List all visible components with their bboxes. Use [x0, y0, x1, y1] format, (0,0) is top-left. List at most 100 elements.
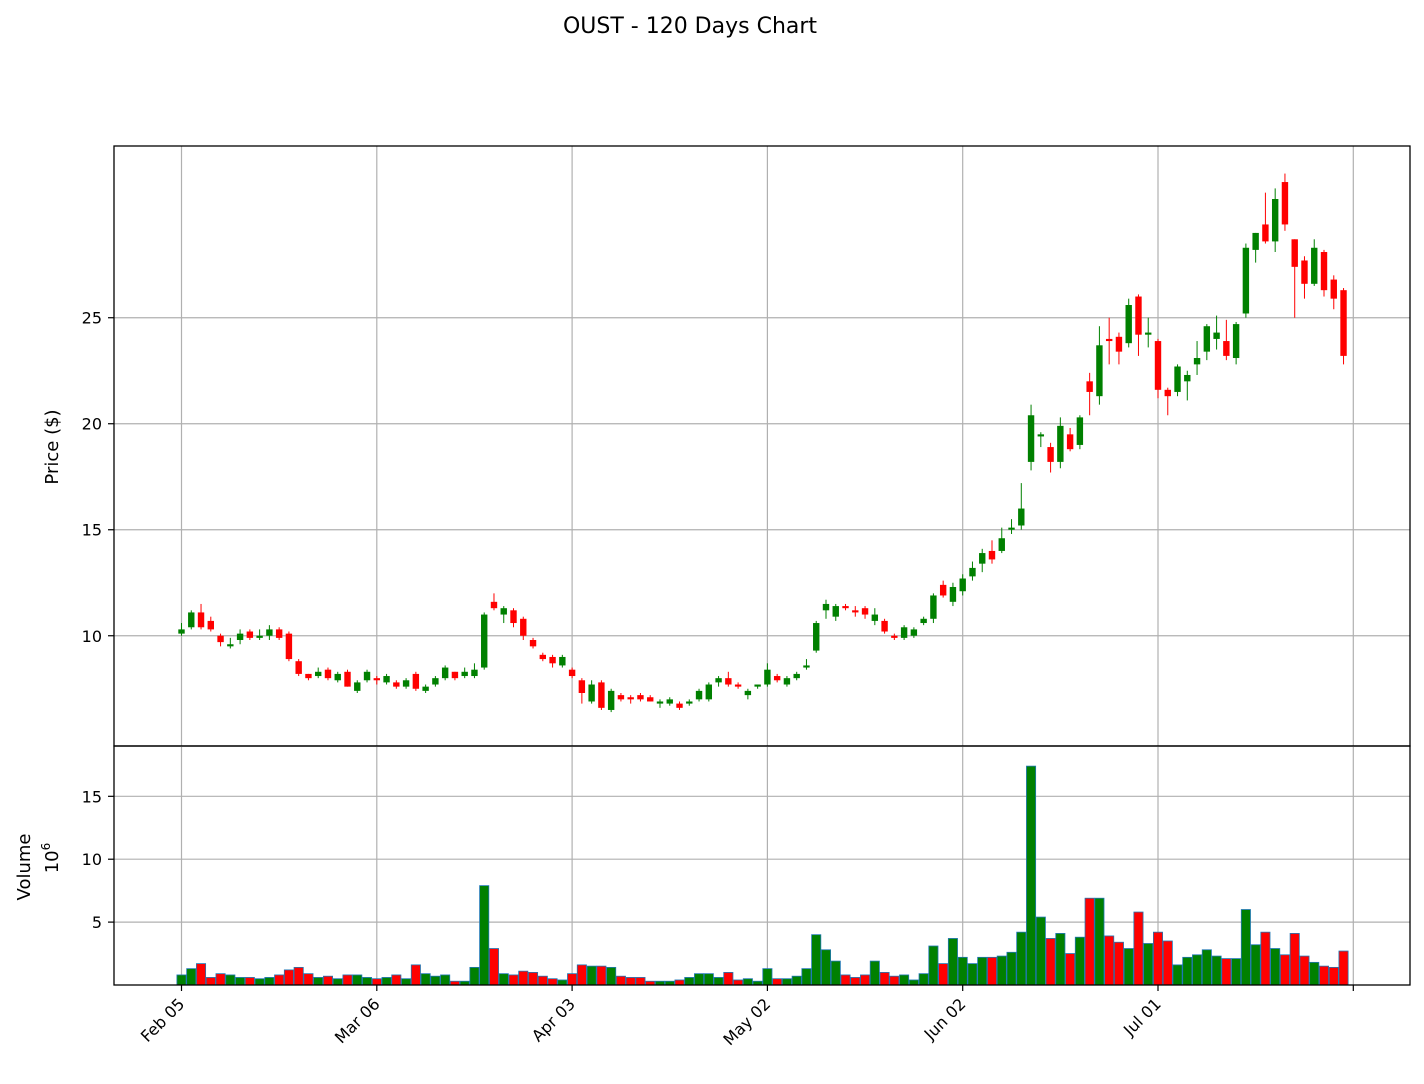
volume-axis-label: Volume: [14, 834, 35, 901]
candle-body: [1096, 345, 1103, 397]
volume-bar: [186, 968, 197, 986]
volume-bar: [547, 978, 558, 986]
volume-bar: [840, 974, 851, 986]
candle-body: [803, 665, 810, 668]
candle-body: [969, 567, 976, 577]
candle-body: [1193, 358, 1201, 365]
volume-bar: [1153, 931, 1164, 986]
candle-body: [588, 684, 595, 702]
candle-body: [988, 550, 996, 560]
volume-bar: [1270, 948, 1281, 986]
volume-bar: [850, 977, 861, 986]
volume-bar: [791, 975, 802, 986]
volume-bar: [1172, 964, 1183, 986]
x-tick-label: May 02: [719, 994, 774, 1049]
volume-bar: [1279, 954, 1290, 986]
price-grid: [114, 146, 1410, 746]
volume-bar: [596, 965, 607, 986]
volume-bar: [781, 978, 792, 986]
volume-bar: [1143, 943, 1154, 986]
volume-bar: [899, 974, 910, 986]
candle-body: [246, 631, 254, 638]
candle-body: [529, 639, 537, 647]
candle-body: [695, 690, 703, 700]
volume-bar: [957, 956, 968, 986]
volume-bar: [567, 973, 578, 986]
volume-bar: [371, 978, 382, 986]
candle-body: [1184, 374, 1191, 382]
volume-bar: [1309, 961, 1320, 986]
candle-body: [647, 697, 654, 702]
candle-body: [725, 678, 732, 685]
volume-bar: [830, 960, 841, 986]
candle-body: [1232, 324, 1240, 359]
candle-body: [881, 620, 888, 632]
volume-bar: [332, 978, 343, 986]
price-y-axis: 10 15 20 25: [82, 309, 114, 646]
volume-bar: [303, 973, 314, 986]
volume-bar: [625, 977, 636, 986]
candle-body: [666, 699, 673, 704]
candle-body: [637, 695, 644, 700]
volume-bar: [352, 974, 363, 986]
candle-body: [285, 633, 293, 660]
volume-bar: [508, 974, 519, 986]
x-tick-label: Feb 05: [137, 994, 188, 1045]
candle-body: [1154, 341, 1162, 390]
volume-bar: [1221, 958, 1232, 986]
candle-body: [334, 673, 341, 681]
volume-bar: [1182, 956, 1193, 986]
volume-bar: [420, 973, 431, 986]
candle-body: [813, 623, 820, 651]
volume-bar: [283, 969, 294, 986]
candle-body: [1164, 389, 1171, 397]
volume-bar: [1192, 954, 1203, 986]
candle-body: [188, 612, 195, 628]
volume-bar: [1074, 936, 1085, 986]
price-panel-frame: [113, 145, 1411, 747]
candle-body: [939, 584, 947, 596]
volume-bar: [928, 945, 939, 986]
candle-body: [832, 606, 839, 617]
candle-body: [627, 697, 634, 700]
candle-body: [1174, 366, 1181, 392]
candle-body: [275, 629, 283, 638]
candle-body: [1203, 326, 1211, 352]
candle-body: [676, 703, 683, 708]
candle-body: [578, 680, 586, 693]
volume-bar: [1016, 931, 1027, 986]
volume-bar: [1084, 897, 1095, 986]
volume-bar: [615, 975, 626, 986]
candle-body: [178, 629, 185, 634]
candle-body: [1037, 434, 1045, 437]
candle-body: [383, 676, 390, 683]
volume-bar: [918, 973, 929, 986]
candle-body: [217, 635, 224, 643]
volume-bar: [986, 956, 997, 986]
candle-body: [1262, 224, 1269, 242]
volume-bar: [1035, 916, 1046, 986]
volume-grid: [114, 746, 1410, 985]
candle-body: [910, 629, 918, 636]
volume-bar: [908, 979, 919, 986]
volume-bar: [1299, 955, 1310, 986]
volume-bar: [772, 978, 783, 986]
candle-body: [1086, 381, 1093, 392]
volume-bar: [430, 975, 441, 986]
volume-bar: [391, 974, 402, 986]
candle-body: [510, 610, 517, 624]
volume-bar: [576, 964, 587, 986]
candle-body: [402, 680, 410, 687]
candle-body: [393, 682, 400, 687]
candle-body: [1301, 260, 1308, 284]
candle-body: [539, 654, 547, 660]
volume-bar: [967, 963, 978, 986]
candle-body: [1105, 338, 1113, 342]
candle-body: [1281, 182, 1289, 225]
candle-body: [900, 627, 908, 638]
volume-bar: [196, 963, 207, 986]
volume-bar: [528, 972, 539, 986]
volume-bar: [762, 968, 773, 986]
candle-body: [1330, 279, 1337, 299]
volume-panel-frame: [113, 745, 1411, 986]
